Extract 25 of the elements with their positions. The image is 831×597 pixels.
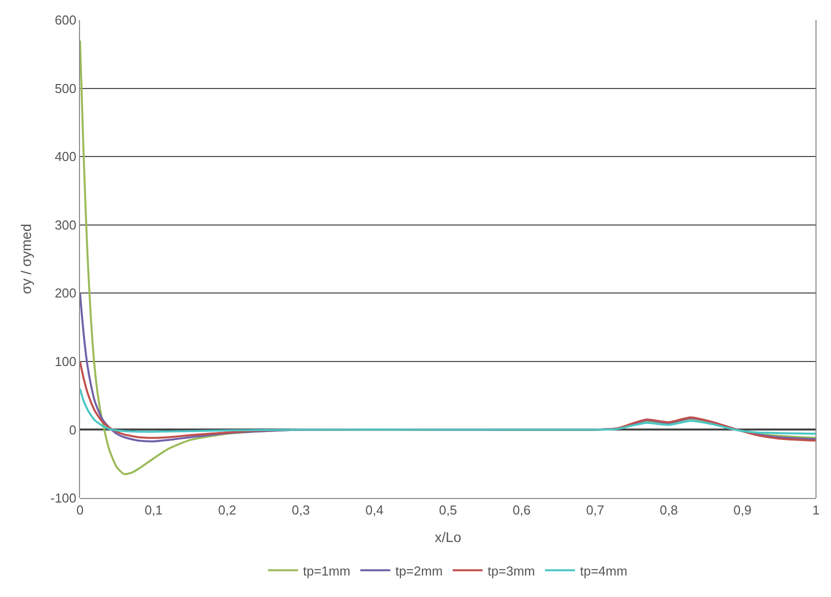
x-tick-label: 0,2 <box>218 502 236 518</box>
y-axis-title: σy / σymed <box>18 224 34 294</box>
y-tick-label: 0 <box>69 422 76 438</box>
x-tick-label: 0,9 <box>733 502 752 518</box>
x-tick-label: 0,7 <box>586 502 604 518</box>
x-tick-label: 0,6 <box>512 502 531 518</box>
y-tick-label: 500 <box>54 80 76 96</box>
line-series <box>80 388 816 435</box>
x-axis-title: x/Lo <box>434 528 462 545</box>
x-tick-label: 0,3 <box>292 502 310 518</box>
y-tick-label: 200 <box>54 286 76 301</box>
y-tick-label: 400 <box>54 149 76 164</box>
x-tick-label: 0,4 <box>365 502 384 518</box>
legend-label: tp=4mm <box>580 563 628 578</box>
x-tick-label: 0,5 <box>438 502 458 518</box>
y-tick-label: 100 <box>54 354 76 369</box>
y-tick-label: 300 <box>54 217 76 232</box>
y-tick-label: 600 <box>54 12 76 28</box>
x-tick-label: 0,8 <box>660 502 678 518</box>
legend-label: tp=2mm <box>395 563 443 578</box>
x-tick-label: 0,1 <box>144 502 163 518</box>
x-tick-label: 1 <box>812 502 820 518</box>
legend-label: tp=1mm <box>303 563 350 578</box>
y-tick-label: -100 <box>50 490 76 506</box>
legend-label: tp=3mm <box>488 563 535 578</box>
